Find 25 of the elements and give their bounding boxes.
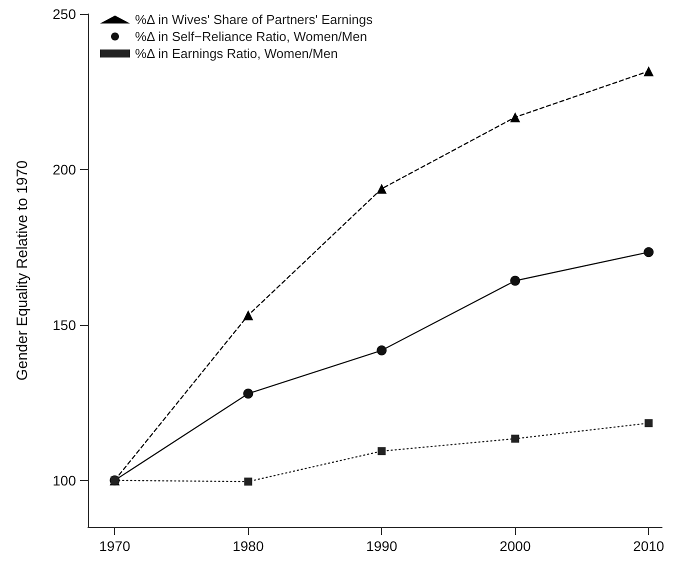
x-tick-label: 1980	[232, 538, 264, 554]
legend-label: %Δ in Earnings Ratio, Women/Men	[135, 46, 338, 61]
y-tick-label: 200	[52, 161, 76, 178]
point	[376, 345, 387, 356]
point	[644, 419, 653, 428]
legend-label: %Δ in Wives' Share of Partners' Earnings	[135, 12, 374, 27]
x-tick-label: 2010	[633, 538, 664, 554]
y-tick-label: 100	[52, 472, 76, 488]
point	[510, 112, 520, 122]
point	[376, 184, 387, 194]
x-tick-label: 1990	[366, 538, 398, 554]
point	[378, 447, 386, 456]
x-tick-label: 2000	[500, 538, 531, 554]
point	[243, 388, 254, 399]
point	[244, 478, 252, 486]
point	[243, 310, 254, 320]
point	[644, 247, 654, 258]
point	[644, 66, 654, 76]
point	[510, 276, 520, 286]
y-tick-label: 150	[52, 316, 76, 333]
y-axis-title: Gender Equality Relative to 1970	[14, 160, 31, 381]
x-tick-label: 1970	[99, 538, 130, 554]
y-tick-label: 250	[52, 6, 76, 22]
point	[511, 434, 520, 443]
legend-label: %Δ in Self−Reliance Ratio, Women/Men	[135, 29, 368, 44]
